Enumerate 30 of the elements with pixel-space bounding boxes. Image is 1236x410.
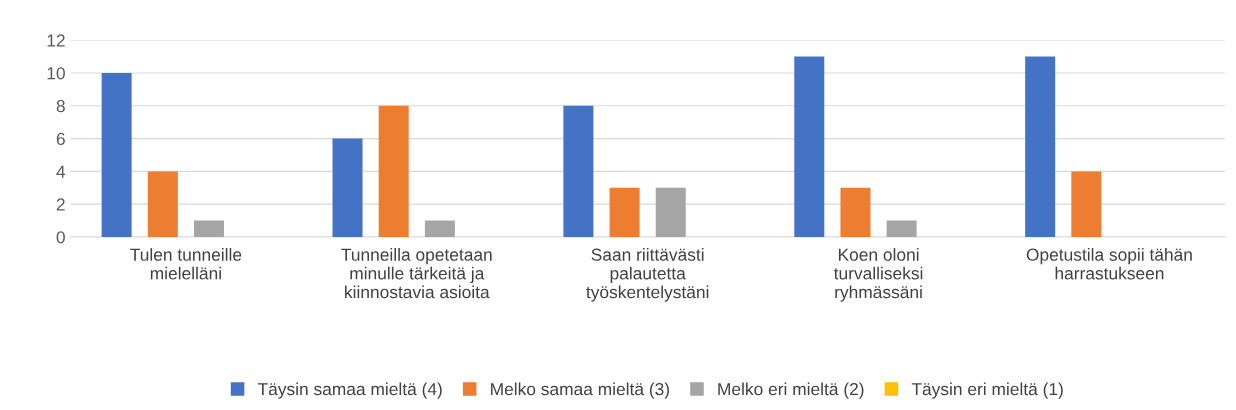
y-tick-label: 2 bbox=[56, 198, 65, 211]
bar bbox=[563, 105, 594, 237]
y-tick-label: 4 bbox=[56, 165, 66, 178]
x-tick-label: Saan riittävästi palautetta työskentelystäni bbox=[586, 248, 709, 302]
bar bbox=[840, 187, 871, 237]
y-tick-label: 12 bbox=[47, 34, 65, 47]
bar bbox=[1071, 171, 1102, 237]
legend-label: Täysin eri mieltä (1) bbox=[911, 382, 1063, 399]
bar bbox=[378, 105, 409, 237]
y-tick-label: 0 bbox=[56, 231, 65, 244]
x-tick-label: Opetustila sopii tähän harrastukseen bbox=[1026, 248, 1192, 280]
bar bbox=[424, 220, 455, 237]
x-tick-label: Koen oloni turvalliseksi ryhmässäni bbox=[833, 248, 923, 302]
bar bbox=[193, 220, 224, 237]
bar bbox=[332, 138, 363, 237]
x-tick-label: Tulen tunneille mielelläni bbox=[130, 248, 242, 280]
bar bbox=[655, 187, 686, 237]
y-tick-label: 10 bbox=[47, 67, 65, 80]
bar bbox=[147, 171, 178, 237]
legend-label: Melko samaa mieltä (3) bbox=[491, 382, 669, 399]
bar bbox=[1025, 56, 1056, 237]
x-tick-label: Tunneilla opetetaan minulle tärkeitä ja kiinnostavia asioita bbox=[341, 248, 492, 299]
bar bbox=[886, 220, 917, 237]
legend-label: Melko eri mieltä (2) bbox=[718, 382, 864, 399]
legend-label: Täysin samaa mieltä (4) bbox=[257, 382, 442, 399]
y-tick-label: 8 bbox=[56, 99, 65, 113]
bar bbox=[609, 187, 640, 237]
bar bbox=[101, 72, 132, 237]
bar bbox=[794, 56, 825, 237]
y-tick-label: 6 bbox=[56, 132, 65, 146]
